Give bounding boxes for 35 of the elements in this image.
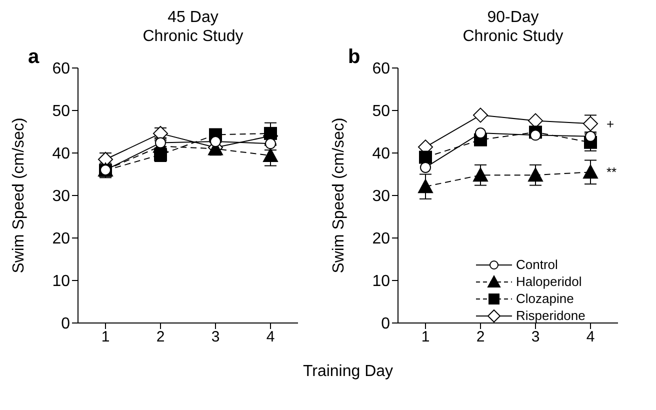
y-axis-title: Swim Speed (cm/sec) <box>10 118 28 274</box>
y-tick-label: 50 <box>372 103 390 120</box>
y-tick-label: 10 <box>52 273 70 290</box>
chart-title: 90-Day Chronic Study <box>462 9 564 45</box>
y-tick-label: 40 <box>372 146 390 163</box>
x-tick-label: 2 <box>156 328 165 346</box>
chart-title: 45 Day Chronic Study <box>142 9 244 45</box>
x-tick-label: 1 <box>101 328 110 346</box>
y-tick-label: 0 <box>381 316 390 333</box>
y-tick-label: 20 <box>52 230 70 248</box>
x-tick-label: 1 <box>421 328 430 346</box>
y-axis-title: Swim Speed (cm/sec) <box>330 118 348 274</box>
y-tick-label: 30 <box>372 188 390 206</box>
y-tick-label: 0 <box>61 316 70 333</box>
y-tick-label: 10 <box>372 273 390 290</box>
x-tick-label: 3 <box>531 328 540 346</box>
y-tick-label: 60 <box>52 60 70 78</box>
text: a <box>28 46 40 69</box>
x-tick-label: 4 <box>586 328 595 346</box>
annotation: ** <box>606 164 617 180</box>
x-tick-label: 3 <box>211 328 220 346</box>
x-tick-label: 2 <box>476 328 485 346</box>
y-tick-label: 30 <box>52 188 70 206</box>
legend-label: Control <box>516 257 558 272</box>
annotation: + <box>606 116 614 132</box>
text: b <box>348 46 360 69</box>
y-tick-label: 60 <box>372 60 390 78</box>
x-tick-label: 4 <box>266 328 275 346</box>
legend-label: Clozapine <box>516 291 574 306</box>
y-tick-label: 50 <box>52 103 70 120</box>
x-axis-title: Training Day <box>302 363 394 381</box>
legend-label: Haloperidol <box>516 274 582 289</box>
y-tick-label: 40 <box>52 146 70 163</box>
legend-label: Risperidone <box>516 308 586 323</box>
y-tick-label: 20 <box>372 230 390 248</box>
